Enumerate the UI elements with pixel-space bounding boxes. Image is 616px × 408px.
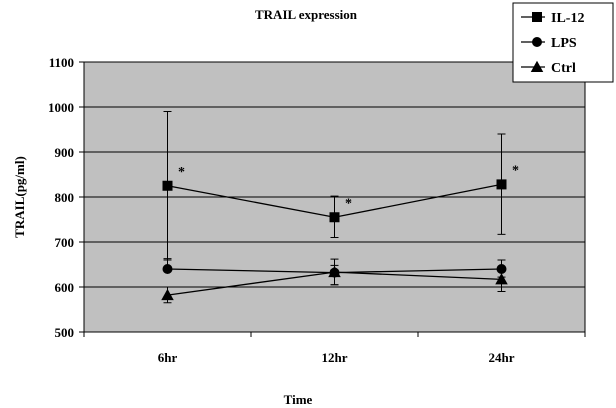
- data-point: [496, 179, 507, 190]
- legend-label: LPS: [551, 36, 577, 51]
- significance-star: *: [178, 165, 185, 180]
- data-point: [328, 265, 341, 278]
- data-point: [161, 288, 174, 301]
- series-ctrl: [161, 264, 508, 304]
- legend-marker: [532, 37, 542, 47]
- legend-label: IL-12: [551, 11, 584, 26]
- legend: IL-12 LPS Ctrl: [512, 2, 614, 83]
- series-layer: [161, 111, 508, 304]
- chart-title: TRAIL expression: [255, 7, 358, 22]
- y-tick-label: 600: [55, 280, 75, 295]
- data-point: [495, 273, 508, 285]
- data-point: [329, 212, 340, 223]
- legend-label: Ctrl: [551, 61, 576, 76]
- y-tick-label: 800: [55, 190, 75, 205]
- axis-ticks: 500 600 700 800 900 1000 1100 6hr 12hr 24hr: [48, 55, 586, 365]
- significance-star: *: [345, 196, 352, 211]
- significance-star: *: [512, 163, 519, 178]
- y-tick-label: 1000: [48, 100, 74, 115]
- significance-annotations: * * *: [178, 163, 519, 211]
- x-axis-label: Time: [284, 392, 313, 407]
- legend-marker: [530, 60, 544, 72]
- y-tick-label: 700: [55, 235, 75, 250]
- x-tick-label: 12hr: [322, 350, 348, 365]
- data-point: [162, 264, 173, 274]
- data-point: [162, 180, 173, 191]
- y-tick-label: 900: [55, 145, 75, 160]
- x-tick-label: 6hr: [158, 350, 178, 365]
- y-tick-label: 1100: [49, 55, 74, 70]
- legend-marker: [532, 12, 542, 22]
- series-il-12: [162, 111, 507, 261]
- y-tick-label: 500: [55, 325, 75, 340]
- y-axis-label: TRAIL(pg/ml): [12, 156, 27, 238]
- x-tick-label: 24hr: [489, 350, 515, 365]
